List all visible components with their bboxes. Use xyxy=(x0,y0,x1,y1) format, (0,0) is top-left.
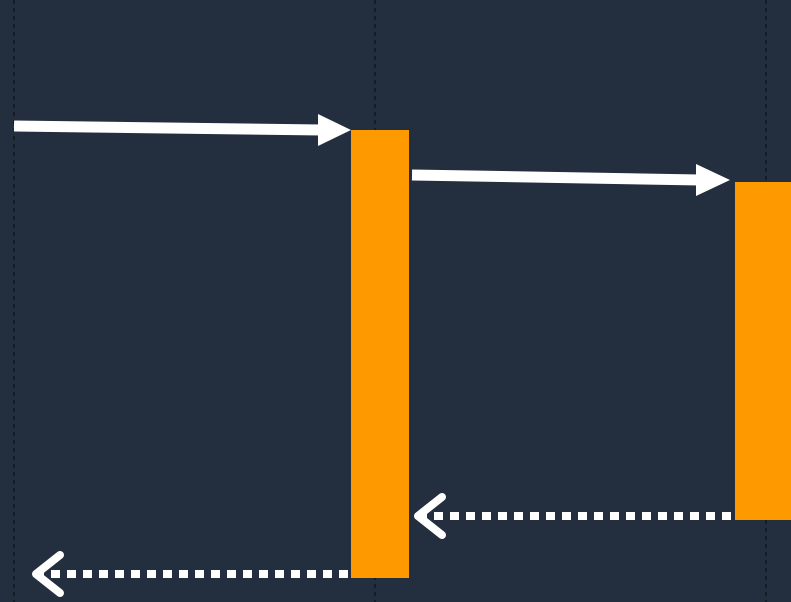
activation-bar-right xyxy=(735,182,791,520)
activation-bars xyxy=(351,130,791,578)
arrowhead-filled-icon xyxy=(318,114,351,146)
message-line-solid xyxy=(13,120,323,136)
arrowhead-open-icon xyxy=(32,551,64,597)
messages xyxy=(13,114,731,597)
message-return-middle-to-left xyxy=(32,551,348,597)
message-return-right-to-middle xyxy=(414,493,731,539)
message-line-solid xyxy=(411,169,701,186)
arrowhead-filled-icon xyxy=(696,164,730,196)
activation-bar-middle xyxy=(351,130,409,578)
arrowhead-open-icon xyxy=(414,493,446,539)
message-call-middle-to-right xyxy=(411,164,730,196)
message-call-left-to-middle xyxy=(13,114,351,146)
